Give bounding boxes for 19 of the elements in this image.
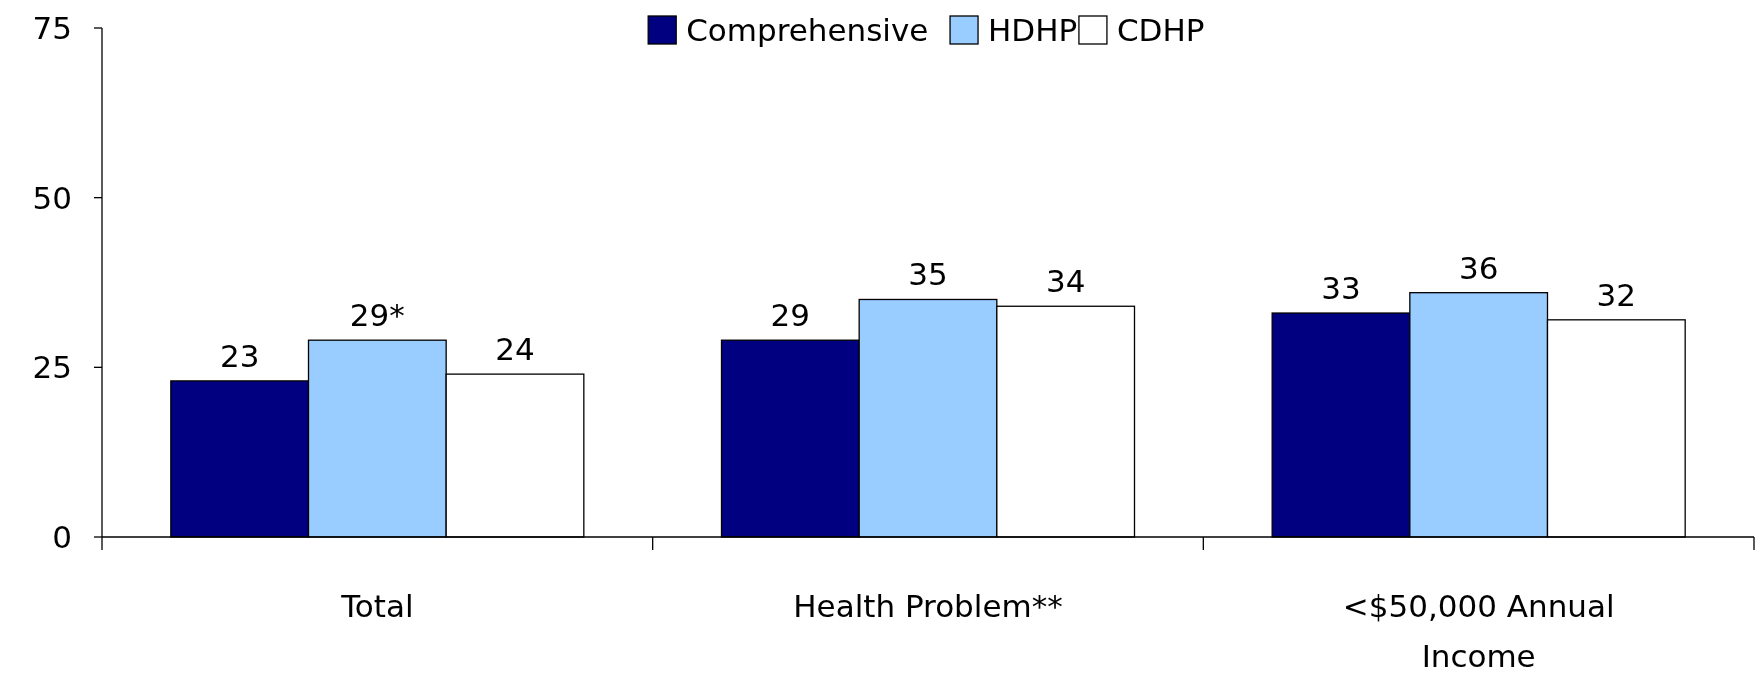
- data-label: 24: [495, 331, 535, 368]
- data-label: 23: [219, 337, 260, 374]
- legend-label: Comprehensive: [686, 12, 929, 48]
- y-tick-label: 0: [52, 519, 72, 555]
- y-tick-label: 50: [32, 179, 72, 216]
- x-tick-label: Health Problem**: [793, 588, 1063, 624]
- legend-label: HDHP: [988, 12, 1078, 48]
- data-label: 36: [1458, 249, 1499, 286]
- data-label: 34: [1045, 263, 1086, 300]
- x-tick-label: <$50,000 Annual Income: [1342, 588, 1615, 674]
- y-tick-label: 25: [32, 349, 72, 386]
- data-label: 29*: [349, 297, 405, 334]
- data-label: 33: [1321, 270, 1361, 307]
- data-label: 35: [908, 256, 948, 293]
- legend-label: CDHP: [1116, 12, 1205, 48]
- x-tick-label: Total: [340, 588, 414, 624]
- y-tick-label: 75: [32, 10, 72, 46]
- data-label: 29: [770, 297, 811, 334]
- data-label: 32: [1596, 276, 1637, 313]
